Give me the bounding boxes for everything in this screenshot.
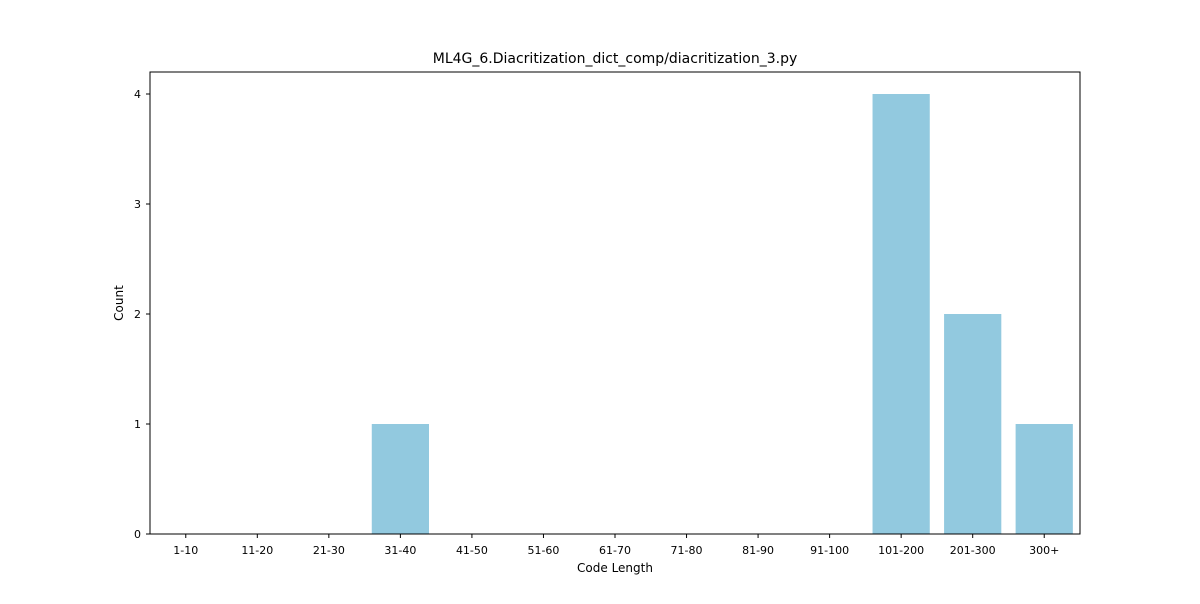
y-tick-label: 2 <box>134 308 141 321</box>
chart-title: ML4G_6.Diacritization_dict_comp/diacriti… <box>433 51 798 67</box>
x-tick-label: 61-70 <box>599 544 631 557</box>
y-axis: 0 1 2 3 4 <box>134 88 150 541</box>
x-tick-label: 21-30 <box>313 544 345 557</box>
y-tick-label: 3 <box>134 198 141 211</box>
x-tick-label: 41-50 <box>456 544 488 557</box>
bar-300+ <box>1015 424 1073 534</box>
x-tick-label: 201-300 <box>950 544 996 557</box>
x-tick-label: 91-100 <box>810 544 849 557</box>
x-tick-label: 71-80 <box>671 544 703 557</box>
x-axis: 1-10 11-20 21-30 31-40 41-50 51-60 61-70 71-80 8… <box>173 534 1059 557</box>
x-tick-label: 51-60 <box>527 544 559 557</box>
x-tick-label: 81-90 <box>742 544 774 557</box>
bars-group <box>371 94 1073 534</box>
x-tick-label: 1-10 <box>173 544 198 557</box>
y-tick-label: 0 <box>134 528 141 541</box>
bar-31-40 <box>371 424 429 534</box>
x-axis-label: Code Length <box>577 561 653 575</box>
y-axis-label: Count <box>112 285 126 321</box>
bar-101-200 <box>872 94 930 534</box>
x-tick-label: 101-200 <box>878 544 924 557</box>
x-tick-label: 11-20 <box>241 544 273 557</box>
y-tick-label: 4 <box>134 88 141 101</box>
bar-201-300 <box>944 314 1002 534</box>
x-tick-label: 31-40 <box>384 544 416 557</box>
x-tick-label: 300+ <box>1029 544 1059 557</box>
y-tick-label: 1 <box>134 418 141 431</box>
